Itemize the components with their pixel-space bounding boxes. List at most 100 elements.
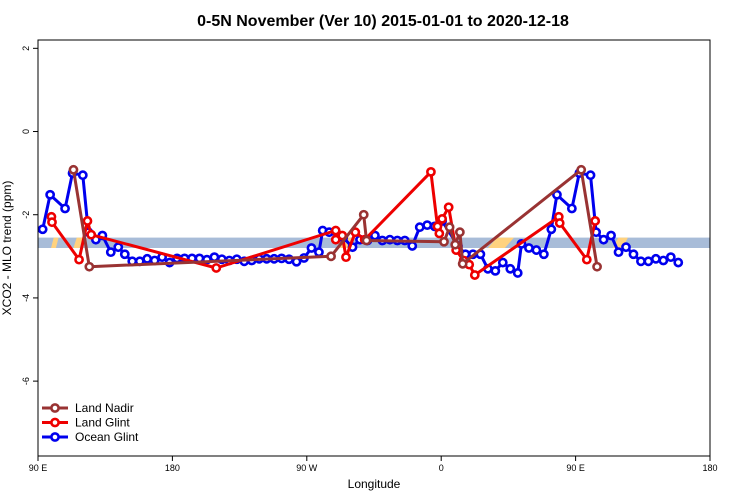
data-point xyxy=(585,170,596,181)
data-point xyxy=(538,249,549,260)
data-point xyxy=(658,255,669,266)
plot-frame xyxy=(37,39,711,457)
x-axis: 90 E 180 90 W 0 90 E 180 xyxy=(29,456,718,473)
data-point xyxy=(592,261,602,272)
data-point xyxy=(621,242,631,253)
data-point xyxy=(650,253,661,264)
data-point xyxy=(552,189,562,200)
x-tick-label: 90 E xyxy=(29,463,48,473)
data-point xyxy=(457,258,468,269)
data-point xyxy=(437,213,448,224)
data-point xyxy=(576,164,587,175)
data-point xyxy=(439,236,449,247)
data-point xyxy=(142,253,153,264)
band-highlight xyxy=(487,237,514,248)
y-tick-label: 0 xyxy=(21,129,31,134)
data-point xyxy=(68,164,79,175)
data-point xyxy=(546,224,557,235)
data-point xyxy=(636,256,646,267)
data-point xyxy=(82,216,93,226)
data-point xyxy=(665,252,676,263)
data-point xyxy=(444,222,455,233)
series-layer xyxy=(38,164,684,280)
y-axis-label: XCO2 - MLO trend (ppm) xyxy=(0,181,14,316)
data-point xyxy=(606,230,616,241)
y-tick-label: -2 xyxy=(21,211,31,219)
data-point xyxy=(590,216,601,226)
data-point xyxy=(512,268,523,278)
data-point xyxy=(422,220,433,231)
data-point xyxy=(454,227,465,238)
data-point xyxy=(358,209,369,220)
legend-marker xyxy=(50,417,60,428)
data-point xyxy=(84,261,95,272)
data-point xyxy=(407,241,418,251)
data-point xyxy=(38,224,48,235)
data-point xyxy=(434,228,445,239)
data-point xyxy=(613,247,624,258)
series-land-glint xyxy=(46,166,601,280)
data-point xyxy=(598,234,609,245)
data-point xyxy=(330,234,341,245)
band-highlight xyxy=(51,237,59,248)
y-tick-label: -6 xyxy=(21,377,31,385)
legend-marker xyxy=(50,432,60,442)
chart-title: 0-5N November (Ver 10) 2015-01-01 to 202… xyxy=(197,13,569,30)
y-axis: 2 0 -2 -4 -6 xyxy=(21,46,38,385)
data-point xyxy=(341,252,351,263)
legend-label: Ocean Glint xyxy=(75,430,139,444)
data-point xyxy=(113,242,124,253)
legend-label: Land Nadir xyxy=(75,401,134,415)
data-point xyxy=(450,239,461,250)
series-land-nadir xyxy=(68,164,602,272)
legend-marker xyxy=(50,403,60,413)
x-tick-label: 90 W xyxy=(296,463,318,473)
y-tick-label: 2 xyxy=(21,46,31,51)
data-point xyxy=(77,170,88,181)
data-point xyxy=(60,203,70,214)
data-point xyxy=(443,202,454,213)
data-point xyxy=(74,254,84,265)
data-point xyxy=(497,257,508,268)
x-axis-label: Longitude xyxy=(348,477,401,491)
data-point xyxy=(505,263,516,274)
x-tick-label: 0 xyxy=(439,463,444,473)
data-point xyxy=(209,252,220,263)
data-point xyxy=(119,249,130,260)
legend-item: Land Nadir xyxy=(42,401,134,415)
y-tick-label: -4 xyxy=(21,294,31,302)
data-point xyxy=(105,247,116,258)
x-tick-label: 90 E xyxy=(566,463,585,473)
data-point xyxy=(531,245,542,255)
x-tick-label: 180 xyxy=(165,463,180,473)
data-point xyxy=(211,263,222,273)
data-point xyxy=(524,243,534,253)
data-point xyxy=(469,270,480,280)
data-point xyxy=(330,225,341,236)
x-tick-label: 180 xyxy=(702,463,717,473)
data-point xyxy=(628,249,639,260)
data-point xyxy=(306,243,317,253)
data-point xyxy=(554,218,565,228)
data-point xyxy=(414,222,425,233)
data-point xyxy=(45,189,56,200)
legend-item: Land Glint xyxy=(42,416,130,430)
legend-item: Ocean Glint xyxy=(42,430,139,444)
data-point xyxy=(490,265,501,276)
legend-label: Land Glint xyxy=(75,416,130,430)
data-point xyxy=(47,217,57,228)
data-point xyxy=(643,256,654,267)
data-point xyxy=(361,235,372,246)
series-line xyxy=(72,168,599,269)
data-point xyxy=(370,230,380,241)
band-rect xyxy=(38,237,710,248)
data-point xyxy=(673,257,684,268)
data-point xyxy=(581,254,592,265)
band-highlight xyxy=(73,237,83,248)
data-point xyxy=(86,229,97,240)
data-point xyxy=(566,203,577,214)
data-point xyxy=(314,247,324,258)
data-point xyxy=(426,166,436,177)
